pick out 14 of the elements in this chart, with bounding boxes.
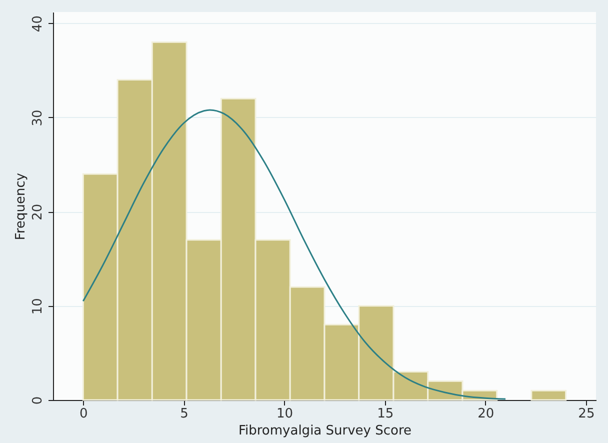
x-tick-label: 20 — [478, 406, 494, 422]
y-tick-label: 10 — [30, 298, 46, 315]
x-tick-label: 10 — [276, 406, 294, 422]
y-tick-label: 0 — [30, 396, 46, 405]
x-tick-label: 15 — [377, 406, 394, 422]
x-tick-label: 5 — [180, 406, 188, 422]
x-tick-label: 0 — [80, 406, 88, 422]
y-tick-label: 30 — [30, 110, 46, 126]
y-tick-label: 40 — [30, 16, 46, 32]
y-tick-label: 20 — [30, 204, 46, 220]
y-axis-title: Frequency — [14, 172, 28, 240]
x-tick-label: 25 — [578, 406, 595, 422]
line-series — [82, 109, 506, 400]
x-axis-title: Fibromyalgia Survey Score — [238, 424, 412, 438]
